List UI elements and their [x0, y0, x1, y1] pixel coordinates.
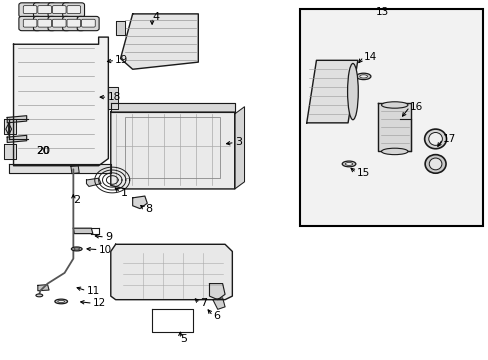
Text: 1: 1	[120, 188, 127, 198]
Ellipse shape	[424, 129, 446, 149]
Text: 17: 17	[442, 134, 455, 144]
Ellipse shape	[381, 102, 407, 108]
Text: 4: 4	[152, 13, 159, 22]
Polygon shape	[212, 298, 224, 309]
Polygon shape	[377, 103, 410, 152]
Text: 13: 13	[375, 7, 388, 17]
Ellipse shape	[381, 148, 407, 155]
FancyBboxPatch shape	[67, 19, 81, 27]
FancyBboxPatch shape	[33, 3, 55, 17]
Polygon shape	[306, 60, 357, 123]
Polygon shape	[4, 119, 16, 134]
Text: 6: 6	[212, 311, 220, 321]
Ellipse shape	[36, 294, 42, 297]
Ellipse shape	[356, 73, 370, 80]
FancyBboxPatch shape	[67, 6, 81, 14]
Text: 2: 2	[73, 195, 81, 204]
Polygon shape	[132, 196, 147, 208]
Ellipse shape	[428, 132, 442, 145]
Polygon shape	[9, 164, 111, 173]
Polygon shape	[116, 21, 125, 35]
Text: 19: 19	[115, 55, 128, 65]
Ellipse shape	[345, 162, 352, 165]
Text: 3: 3	[234, 138, 241, 148]
FancyBboxPatch shape	[77, 17, 99, 31]
FancyBboxPatch shape	[81, 19, 95, 27]
Polygon shape	[111, 112, 234, 189]
Polygon shape	[73, 228, 93, 234]
Text: 18: 18	[107, 92, 121, 102]
Ellipse shape	[428, 158, 441, 170]
Ellipse shape	[71, 247, 82, 251]
Polygon shape	[108, 87, 118, 109]
Text: 5: 5	[180, 334, 187, 344]
Text: 20: 20	[36, 147, 49, 157]
FancyBboxPatch shape	[52, 6, 66, 14]
Polygon shape	[38, 285, 49, 291]
Text: 10: 10	[99, 245, 112, 255]
Text: 9: 9	[105, 232, 112, 242]
Text: 11: 11	[86, 286, 100, 296]
Ellipse shape	[342, 161, 355, 167]
FancyBboxPatch shape	[48, 17, 70, 31]
Text: 8: 8	[144, 203, 152, 213]
Polygon shape	[111, 244, 232, 300]
Text: 14: 14	[363, 52, 376, 62]
FancyBboxPatch shape	[33, 17, 55, 31]
Polygon shape	[234, 107, 244, 189]
FancyBboxPatch shape	[38, 6, 51, 14]
Polygon shape	[120, 14, 198, 69]
FancyBboxPatch shape	[52, 19, 66, 27]
Ellipse shape	[58, 300, 64, 302]
FancyBboxPatch shape	[300, 9, 482, 226]
Ellipse shape	[55, 299, 67, 304]
Ellipse shape	[74, 248, 80, 250]
FancyBboxPatch shape	[23, 19, 37, 27]
Text: 7: 7	[200, 298, 206, 308]
Polygon shape	[4, 144, 16, 158]
Polygon shape	[86, 178, 101, 186]
Text: 12: 12	[93, 298, 106, 308]
Polygon shape	[7, 116, 27, 123]
Polygon shape	[14, 37, 108, 166]
FancyBboxPatch shape	[62, 3, 84, 17]
Ellipse shape	[359, 75, 367, 78]
FancyBboxPatch shape	[62, 17, 84, 31]
FancyBboxPatch shape	[48, 3, 70, 17]
FancyBboxPatch shape	[38, 19, 51, 27]
Polygon shape	[209, 284, 224, 300]
Polygon shape	[71, 166, 79, 174]
Text: 16: 16	[409, 102, 422, 112]
Ellipse shape	[347, 63, 358, 120]
Polygon shape	[7, 135, 27, 143]
FancyBboxPatch shape	[19, 3, 41, 17]
Ellipse shape	[424, 155, 445, 173]
FancyBboxPatch shape	[23, 6, 37, 14]
FancyBboxPatch shape	[19, 17, 41, 31]
Polygon shape	[111, 103, 234, 112]
Text: 20: 20	[36, 147, 50, 157]
Text: 15: 15	[356, 168, 369, 178]
